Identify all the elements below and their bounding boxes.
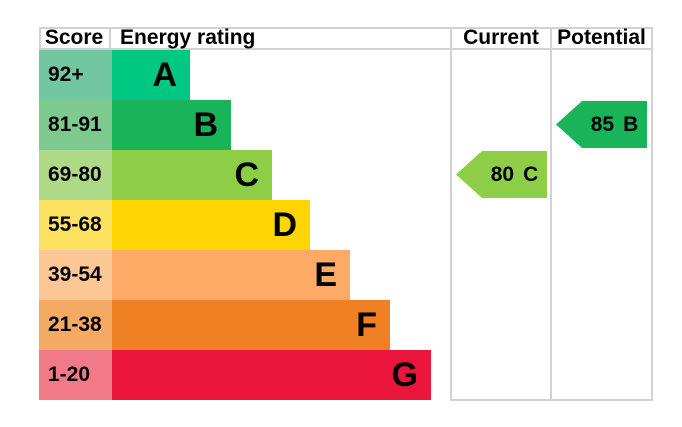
score-range-a: 92+: [39, 50, 112, 100]
potential-rating-band: B: [623, 112, 639, 136]
column-header-score: Score: [44, 26, 104, 49]
score-range-f: 21-38: [39, 300, 112, 350]
band-letter-g: G: [391, 356, 418, 394]
band-bar-f: F: [112, 300, 390, 350]
band-bar-d: D: [112, 200, 310, 250]
score-range-e: 39-54: [39, 250, 112, 300]
grid-line-score-divider: [109, 27, 111, 50]
band-letter-b: B: [193, 106, 218, 144]
grid-line-left: [39, 27, 41, 50]
band-row-b: 81-91 B: [39, 100, 653, 150]
band-bar-c: C: [112, 150, 272, 200]
column-header-current: Current: [463, 26, 539, 49]
score-range-b: 81-91: [39, 100, 112, 150]
grid-line-current-divider: [450, 27, 452, 401]
band-letter-f: F: [356, 306, 377, 344]
score-range-d: 55-68: [39, 200, 112, 250]
grid-line-top: [39, 27, 653, 29]
band-row-g: 1-20 G: [39, 350, 653, 400]
band-letter-d: D: [272, 206, 297, 244]
band-row-f: 21-38 F: [39, 300, 653, 350]
band-row-a: 92+ A: [39, 50, 653, 100]
current-rating-value: 80: [490, 162, 515, 186]
score-range-c: 69-80: [39, 150, 112, 200]
band-letter-c: C: [234, 156, 259, 194]
grid-line-bottom: [451, 399, 653, 401]
potential-rating-value: 85: [590, 112, 615, 136]
band-row-e: 39-54 E: [39, 250, 653, 300]
band-letter-e: E: [314, 256, 337, 294]
grid-line-right: [651, 27, 653, 401]
band-bar-b: B: [112, 100, 231, 150]
score-range-g: 1-20: [39, 350, 112, 400]
grid-line-header-bottom: [39, 48, 653, 50]
band-row-c: 69-80 C: [39, 150, 653, 200]
band-letter-a: A: [152, 56, 177, 94]
grid-line-potential-divider: [550, 27, 552, 401]
current-rating-band: C: [523, 162, 539, 186]
column-header-potential: Potential: [557, 26, 646, 49]
band-bar-a: A: [112, 50, 190, 100]
column-header-energy-rating: Energy rating: [120, 26, 256, 49]
band-row-d: 55-68 D: [39, 200, 653, 250]
band-bar-g: G: [112, 350, 431, 400]
band-bar-e: E: [112, 250, 350, 300]
